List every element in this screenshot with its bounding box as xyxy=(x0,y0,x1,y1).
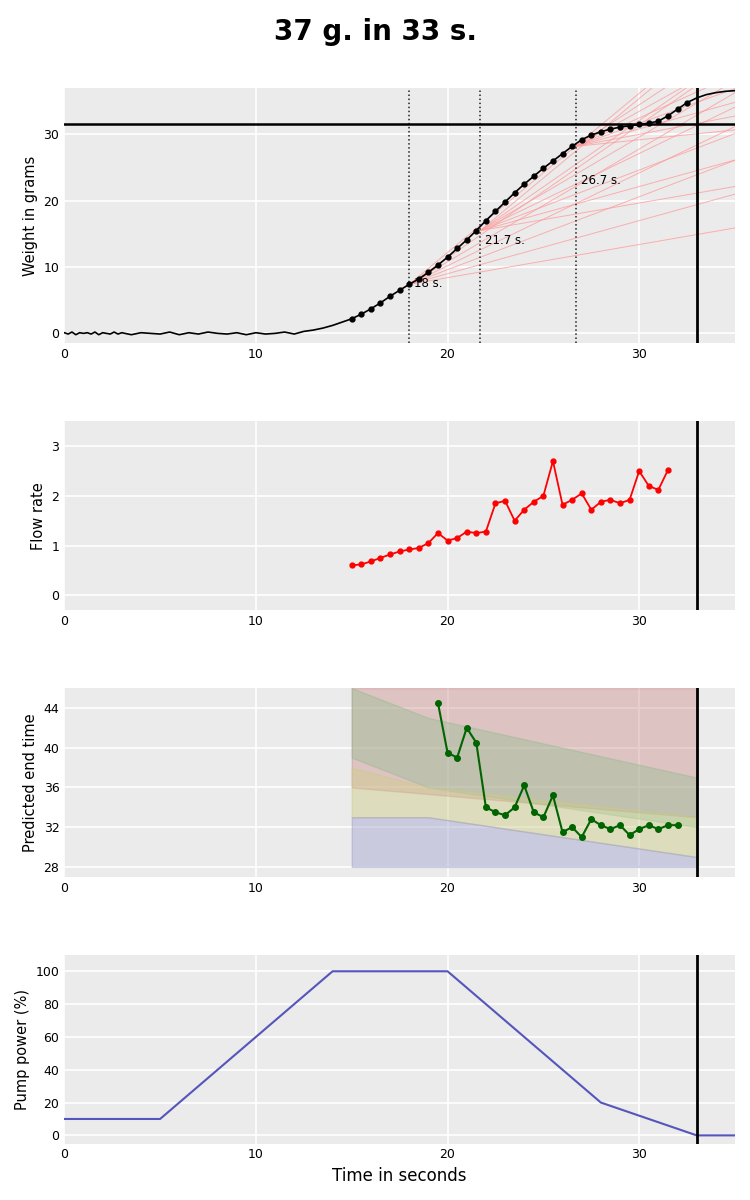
Text: 37 g. in 33 s.: 37 g. in 33 s. xyxy=(274,18,476,46)
Y-axis label: Flow rate: Flow rate xyxy=(31,482,46,550)
Y-axis label: Weight in grams: Weight in grams xyxy=(23,156,38,276)
X-axis label: Time in seconds: Time in seconds xyxy=(332,1166,467,1184)
Y-axis label: Predicted end time: Predicted end time xyxy=(23,713,38,852)
Text: 21.7 s.: 21.7 s. xyxy=(485,234,525,247)
Y-axis label: Pump power (%): Pump power (%) xyxy=(15,989,30,1110)
Text: 26.7 s.: 26.7 s. xyxy=(580,174,620,187)
Text: 18 s.: 18 s. xyxy=(414,277,442,290)
